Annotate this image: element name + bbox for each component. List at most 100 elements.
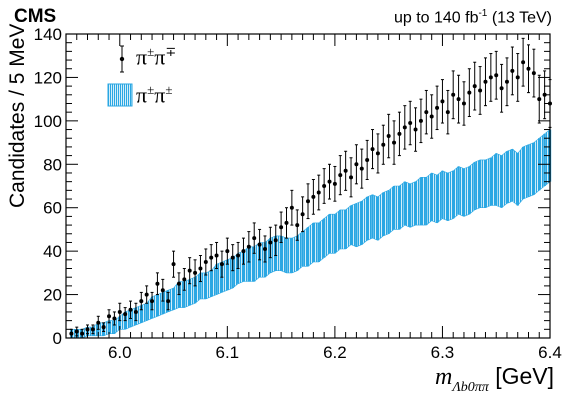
data-point <box>322 184 327 188</box>
data-point <box>467 90 472 95</box>
data-point <box>424 110 429 115</box>
data-point <box>219 262 224 267</box>
data-point <box>456 97 461 102</box>
data-point <box>429 114 434 119</box>
y-tick-label: 100 <box>34 112 62 131</box>
data-point <box>209 255 214 260</box>
data-point <box>408 121 413 126</box>
luminosity-label: up to 140 fb-1 (13 TeV) <box>394 8 552 27</box>
lumi-suffix: (13 TeV) <box>487 9 552 27</box>
data-point <box>327 179 332 184</box>
data-point <box>386 134 391 139</box>
data-point <box>155 281 160 286</box>
data-point <box>365 157 370 162</box>
data-point <box>107 314 112 319</box>
data-point <box>316 190 321 195</box>
data-point <box>300 212 305 217</box>
points-layer <box>69 37 552 339</box>
data-point <box>510 68 515 73</box>
x-axis-label: mΛb0ππ [GeV] <box>434 363 554 395</box>
data-point <box>332 181 337 186</box>
x-tick-label: 6.4 <box>538 343 562 362</box>
lumi-exponent: -1 <box>478 8 488 19</box>
y-tick-label: 20 <box>43 286 62 305</box>
data-point <box>504 79 509 84</box>
data-point <box>445 110 450 115</box>
data-point <box>176 281 181 286</box>
data-point <box>230 255 235 260</box>
data-point <box>478 88 483 93</box>
data-point <box>257 242 262 247</box>
data-point <box>123 312 128 317</box>
data-point <box>440 99 445 104</box>
data-point <box>171 262 176 267</box>
data-point <box>435 105 440 110</box>
x-axis-unit: [GeV] <box>495 363 554 389</box>
data-point <box>246 244 251 249</box>
data-point <box>214 253 219 258</box>
x-tick-label: 6.2 <box>323 343 347 362</box>
data-point <box>268 240 273 245</box>
data-point <box>117 309 122 314</box>
data-point <box>413 127 418 132</box>
y-tick-label: 40 <box>43 242 62 261</box>
data-point <box>451 92 456 97</box>
band-area-same-sign <box>71 128 551 339</box>
legend-label-same-sign: π±π± <box>136 82 173 108</box>
data-point <box>236 253 241 258</box>
legend-marker-point <box>119 56 125 62</box>
data-point <box>85 327 90 332</box>
data-point <box>289 205 294 210</box>
data-point <box>343 168 348 173</box>
x-tick-label: 6.3 <box>431 343 455 362</box>
tick-layer: 0 20 40 60 80 100 120 140 6.0 6.1 6.2 6.3 6.4 <box>34 25 562 362</box>
data-point <box>306 199 310 204</box>
data-point <box>198 266 203 271</box>
data-point <box>80 331 85 336</box>
data-point <box>139 299 144 304</box>
data-point <box>461 101 466 106</box>
data-point <box>354 162 359 167</box>
band-layer <box>70 128 552 339</box>
data-point <box>241 249 246 254</box>
data-point <box>279 225 284 230</box>
lumi-prefix: up to 140 fb <box>393 9 479 27</box>
data-point <box>311 194 316 199</box>
data-point <box>150 299 155 304</box>
y-axis-label: Candidates / 5 MeV <box>6 23 29 208</box>
y-tick-label: 60 <box>43 199 62 218</box>
x-axis-subscript: Λb0ππ <box>452 380 489 395</box>
data-point <box>74 329 79 334</box>
data-point <box>488 75 493 80</box>
data-point <box>90 327 95 332</box>
data-point <box>144 292 149 297</box>
data-point <box>133 309 138 314</box>
data-point <box>402 125 407 130</box>
data-point <box>284 220 289 225</box>
data-point <box>182 277 187 282</box>
data-point <box>69 331 74 336</box>
data-point <box>193 270 198 275</box>
data-point <box>273 238 278 243</box>
data-point <box>187 268 192 273</box>
data-point <box>499 86 504 91</box>
x-axis-symbol: m <box>434 364 453 390</box>
data-point <box>483 79 488 84</box>
data-point <box>370 147 375 152</box>
data-point <box>494 73 499 78</box>
data-point <box>203 260 208 264</box>
data-point <box>112 316 117 321</box>
data-point <box>472 84 477 89</box>
data-point <box>262 246 267 251</box>
data-point <box>295 223 300 228</box>
y-tick-label: 120 <box>34 68 62 87</box>
data-point <box>531 71 536 76</box>
data-point <box>160 288 165 293</box>
data-point <box>359 166 364 171</box>
x-tick-label: 6.1 <box>216 343 240 362</box>
data-point <box>128 307 133 312</box>
data-point <box>521 60 526 65</box>
data-point <box>96 320 101 325</box>
data-point <box>515 75 520 80</box>
legend-markers <box>107 45 133 107</box>
